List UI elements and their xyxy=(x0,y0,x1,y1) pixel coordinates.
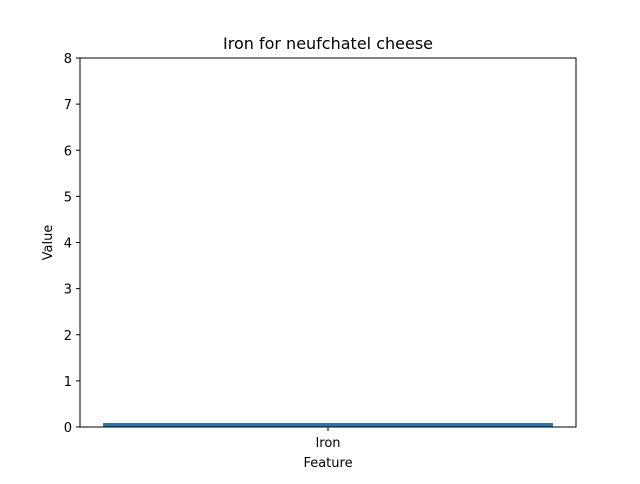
x-axis-label: Feature xyxy=(303,456,352,471)
y-tick-label: 2 xyxy=(64,329,72,344)
bars-layer xyxy=(103,423,553,427)
y-axis-label: Value xyxy=(41,225,56,261)
y-tick-label: 0 xyxy=(64,421,72,436)
bar-iron xyxy=(103,423,553,427)
y-tick-label: 6 xyxy=(64,144,72,159)
y-tick-label: 8 xyxy=(64,52,72,67)
y-tick-label: 3 xyxy=(64,283,72,298)
y-tick-label: 4 xyxy=(64,237,72,252)
chart-title: Iron for neufchatel cheese xyxy=(223,34,433,53)
y-tick-label: 1 xyxy=(64,375,72,390)
plot-area-frame xyxy=(79,57,577,428)
y-tick-label: 7 xyxy=(64,98,72,113)
x-axis-ticks: Iron xyxy=(315,427,341,451)
y-axis-ticks: 0 1 2 3 4 5 6 7 8 xyxy=(64,52,80,436)
x-tick-label: Iron xyxy=(315,436,340,451)
y-tick-label: 5 xyxy=(64,190,72,205)
